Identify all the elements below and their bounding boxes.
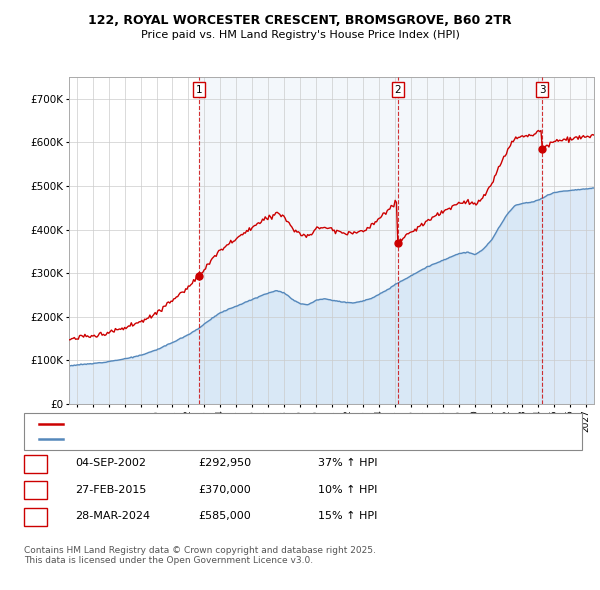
Text: 37% ↑ HPI: 37% ↑ HPI [318, 458, 377, 468]
Text: Contains HM Land Registry data © Crown copyright and database right 2025.
This d: Contains HM Land Registry data © Crown c… [24, 546, 376, 565]
Text: HPI: Average price, detached house, Bromsgrove: HPI: Average price, detached house, Brom… [67, 434, 307, 444]
Text: 3: 3 [32, 512, 39, 521]
Text: 1: 1 [196, 85, 202, 95]
Text: 2: 2 [394, 85, 401, 95]
Text: £292,950: £292,950 [198, 458, 251, 468]
Text: £585,000: £585,000 [198, 512, 251, 521]
Text: 27-FEB-2015: 27-FEB-2015 [75, 485, 146, 494]
Bar [542, 77, 594, 404]
Text: 15% ↑ HPI: 15% ↑ HPI [318, 512, 377, 521]
Text: 28-MAR-2024: 28-MAR-2024 [75, 512, 150, 521]
Text: 3: 3 [539, 85, 545, 95]
Text: 2: 2 [32, 485, 39, 494]
Text: Price paid vs. HM Land Registry's House Price Index (HPI): Price paid vs. HM Land Registry's House … [140, 31, 460, 40]
Text: £370,000: £370,000 [198, 485, 251, 494]
Bar [199, 77, 398, 404]
Bar [398, 77, 542, 404]
Text: 10% ↑ HPI: 10% ↑ HPI [318, 485, 377, 494]
Text: 1: 1 [32, 458, 39, 468]
Text: 04-SEP-2002: 04-SEP-2002 [75, 458, 146, 468]
Text: 122, ROYAL WORCESTER CRESCENT, BROMSGROVE, B60 2TR (detached house): 122, ROYAL WORCESTER CRESCENT, BROMSGROV… [67, 419, 457, 428]
Text: 122, ROYAL WORCESTER CRESCENT, BROMSGROVE, B60 2TR: 122, ROYAL WORCESTER CRESCENT, BROMSGROV… [88, 14, 512, 27]
